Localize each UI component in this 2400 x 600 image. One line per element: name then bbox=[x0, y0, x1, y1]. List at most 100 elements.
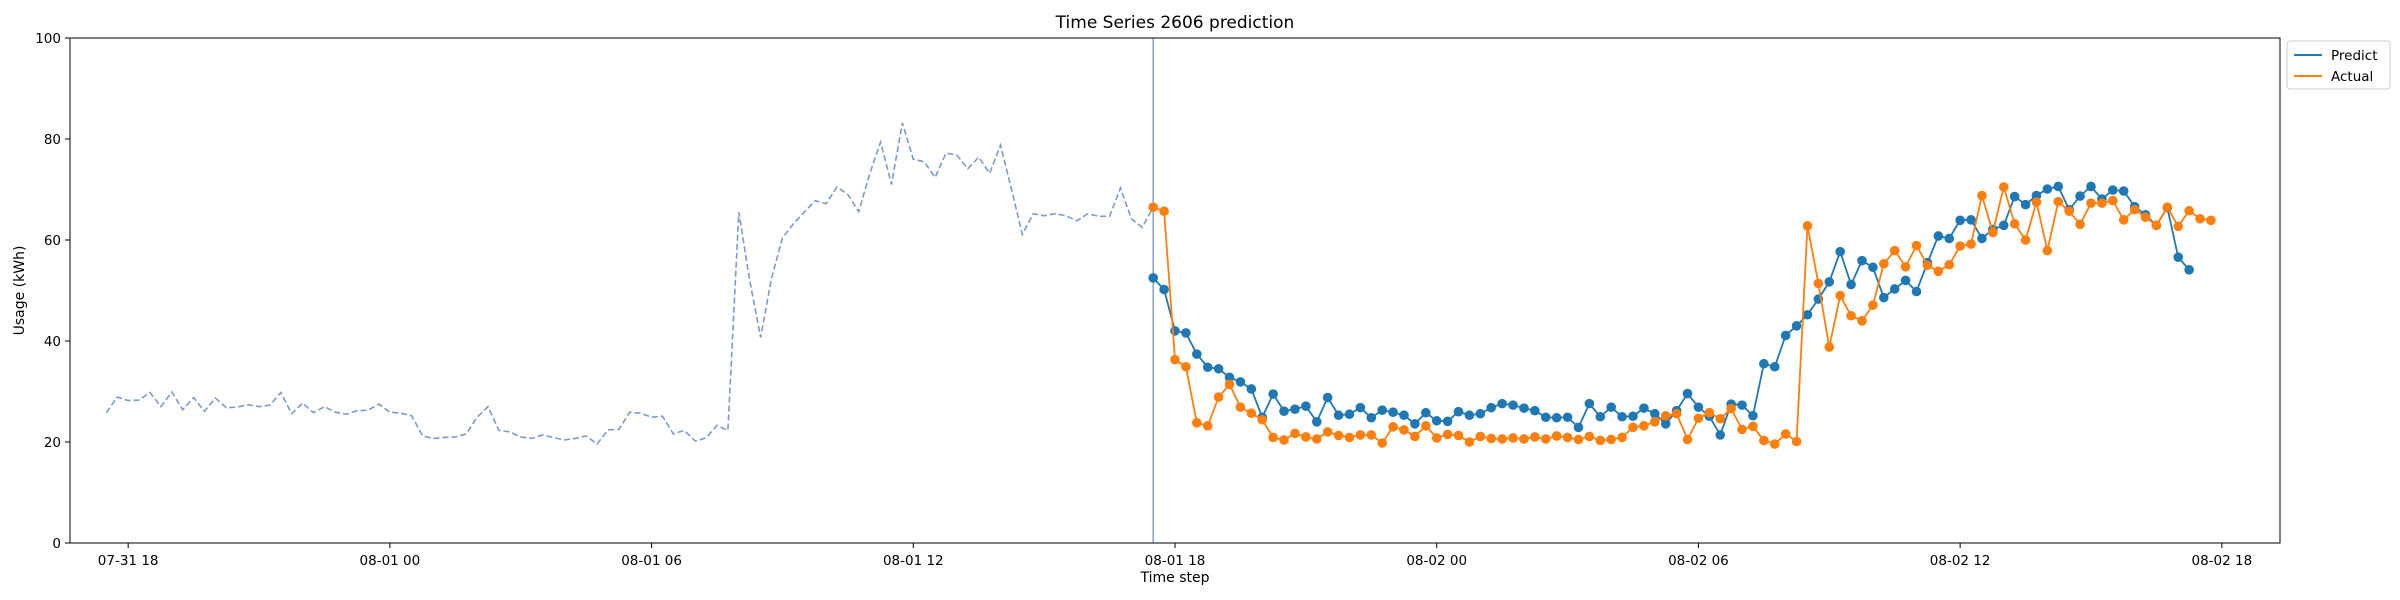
predict-point-28 bbox=[1453, 406, 1464, 417]
actual-point-16 bbox=[1322, 427, 1333, 437]
actual-point-97 bbox=[2206, 215, 2216, 226]
predict-point-67 bbox=[1878, 292, 1889, 303]
x-tick-label-8: 08-02 18 bbox=[2191, 553, 2252, 569]
predict-point-12 bbox=[1279, 406, 1289, 416]
x-tick-label-2: 08-01 06 bbox=[621, 553, 682, 569]
actual-point-25 bbox=[1421, 421, 1431, 431]
actual-point-61 bbox=[1813, 278, 1824, 289]
actual-point-94 bbox=[2173, 221, 2184, 232]
actual-point-64 bbox=[1846, 310, 1856, 321]
predict-point-6 bbox=[1213, 363, 1224, 374]
actual-point-1 bbox=[1159, 206, 1169, 217]
actual-point-36 bbox=[1540, 434, 1551, 444]
actual-point-29 bbox=[1464, 437, 1475, 447]
actual-point-66 bbox=[1868, 300, 1878, 310]
actual-point-50 bbox=[1693, 413, 1704, 424]
predict-point-75 bbox=[1966, 215, 1976, 225]
actual-point-53 bbox=[1726, 403, 1736, 414]
y-axis-title: Usage (kWh) bbox=[12, 246, 28, 336]
predict-point-33 bbox=[1508, 400, 1518, 410]
legend: Predict Actual bbox=[2286, 40, 2391, 90]
actual-point-9 bbox=[1246, 408, 1257, 419]
x-tick-label-1: 08-01 00 bbox=[360, 553, 421, 569]
y-axis: 0 20 40 60 80 100 bbox=[35, 31, 70, 552]
actual-point-27 bbox=[1442, 429, 1453, 440]
predict-point-16 bbox=[1322, 392, 1333, 403]
actual-point-42 bbox=[1606, 434, 1616, 445]
predict-point-20 bbox=[1366, 412, 1377, 423]
actual-point-69 bbox=[1900, 261, 1911, 272]
actual-point-24 bbox=[1410, 431, 1420, 442]
predict-point-4 bbox=[1192, 349, 1202, 359]
y-tick-label-100: 100 bbox=[35, 31, 61, 47]
actual-point-88 bbox=[2107, 195, 2118, 206]
actual-point-73 bbox=[1944, 259, 1955, 270]
actual-point-93 bbox=[2162, 202, 2173, 212]
predict-point-44 bbox=[1628, 411, 1638, 422]
actual-point-6 bbox=[1213, 392, 1224, 402]
legend-label-predict: Predict bbox=[2331, 48, 2378, 64]
actual-point-8 bbox=[1235, 402, 1246, 412]
predict-point-76 bbox=[1977, 233, 1987, 244]
predict-point-5 bbox=[1202, 362, 1213, 373]
actual-point-4 bbox=[1192, 418, 1202, 428]
actual-point-11 bbox=[1268, 432, 1278, 443]
actual-point-14 bbox=[1301, 432, 1311, 442]
actual-point-95 bbox=[2184, 205, 2194, 216]
actual-point-51 bbox=[1704, 407, 1715, 418]
actual-point-38 bbox=[1562, 432, 1573, 443]
predict-point-39 bbox=[1573, 422, 1584, 433]
predict-point-95 bbox=[2184, 264, 2194, 275]
predict-point-45 bbox=[1639, 403, 1649, 413]
actual-point-96 bbox=[2195, 213, 2205, 224]
predict-point-59 bbox=[1791, 321, 1802, 331]
actual-point-62 bbox=[1824, 342, 1835, 352]
x-tick-label-6: 08-02 06 bbox=[1668, 553, 1729, 569]
actual-point-46 bbox=[1650, 417, 1660, 427]
actual-point-7 bbox=[1224, 379, 1235, 390]
actual-point-65 bbox=[1857, 316, 1867, 326]
predict-point-2 bbox=[1170, 326, 1180, 336]
actual-point-55 bbox=[1748, 421, 1758, 432]
predict-point-38 bbox=[1562, 412, 1573, 423]
predict-point-15 bbox=[1311, 417, 1322, 427]
predict-point-83 bbox=[2053, 181, 2064, 192]
predict-point-3 bbox=[1181, 328, 1191, 338]
actual-point-52 bbox=[1715, 413, 1726, 424]
predict-point-14 bbox=[1301, 401, 1311, 411]
predict-point-40 bbox=[1584, 398, 1595, 409]
actual-point-82 bbox=[2042, 245, 2053, 256]
predict-point-37 bbox=[1551, 412, 1562, 423]
actual-point-10 bbox=[1257, 414, 1268, 425]
actual-point-90 bbox=[2129, 204, 2140, 215]
actual-point-12 bbox=[1279, 435, 1289, 445]
actual-point-28 bbox=[1453, 430, 1464, 441]
predict-point-54 bbox=[1737, 400, 1747, 410]
predict-point-70 bbox=[1911, 286, 1922, 297]
predict-point-29 bbox=[1464, 410, 1475, 421]
actual-point-49 bbox=[1682, 434, 1693, 445]
predict-point-89 bbox=[2118, 186, 2129, 196]
predict-point-25 bbox=[1421, 407, 1431, 418]
y-tick-label-20: 20 bbox=[44, 435, 61, 451]
predict-point-19 bbox=[1355, 402, 1366, 413]
actual-point-15 bbox=[1311, 434, 1322, 444]
predict-point-8 bbox=[1235, 377, 1246, 387]
actual-point-60 bbox=[1802, 221, 1813, 231]
predict-point-24 bbox=[1410, 419, 1420, 429]
predict-point-34 bbox=[1519, 403, 1529, 413]
x-tick-label-5: 08-02 00 bbox=[1406, 553, 1467, 569]
predict-point-79 bbox=[2009, 191, 2020, 202]
actual-point-57 bbox=[1769, 439, 1780, 449]
actual-point-56 bbox=[1759, 435, 1769, 446]
x-tick-label-4: 08-01 18 bbox=[1145, 553, 1206, 569]
predict-point-41 bbox=[1595, 411, 1606, 422]
predict-point-65 bbox=[1857, 255, 1867, 266]
actual-point-70 bbox=[1911, 240, 1922, 251]
y-tick-label-80: 80 bbox=[44, 132, 61, 148]
actual-point-78 bbox=[1998, 182, 2009, 192]
x-axis-title: Time step bbox=[1140, 570, 1210, 586]
actual-line bbox=[1152, 183, 2212, 446]
actual-point-89 bbox=[2118, 215, 2129, 225]
actual-point-26 bbox=[1431, 433, 1442, 443]
